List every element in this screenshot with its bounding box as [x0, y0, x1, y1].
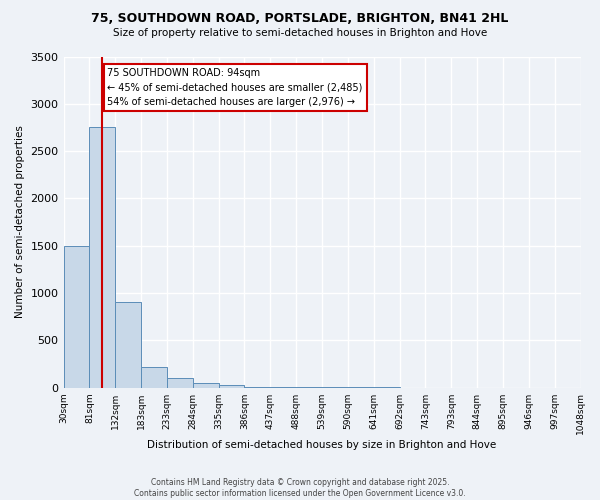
Bar [64, 246, 89, 388]
Bar [218, 384, 244, 388]
X-axis label: Distribution of semi-detached houses by size in Brighton and Hove: Distribution of semi-detached houses by … [148, 440, 497, 450]
Y-axis label: Number of semi-detached properties: Number of semi-detached properties [15, 126, 25, 318]
Text: Contains HM Land Registry data © Crown copyright and database right 2025.
Contai: Contains HM Land Registry data © Crown c… [134, 478, 466, 498]
Bar [141, 367, 167, 388]
Text: Size of property relative to semi-detached houses in Brighton and Hove: Size of property relative to semi-detach… [113, 28, 487, 38]
Bar [115, 302, 141, 388]
Bar [193, 383, 218, 388]
Text: 75 SOUTHDOWN ROAD: 94sqm
← 45% of semi-detached houses are smaller (2,485)
54% o: 75 SOUTHDOWN ROAD: 94sqm ← 45% of semi-d… [107, 68, 363, 108]
Text: 75, SOUTHDOWN ROAD, PORTSLADE, BRIGHTON, BN41 2HL: 75, SOUTHDOWN ROAD, PORTSLADE, BRIGHTON,… [91, 12, 509, 26]
Bar [167, 378, 193, 388]
Bar [244, 386, 271, 388]
Bar [89, 128, 115, 388]
